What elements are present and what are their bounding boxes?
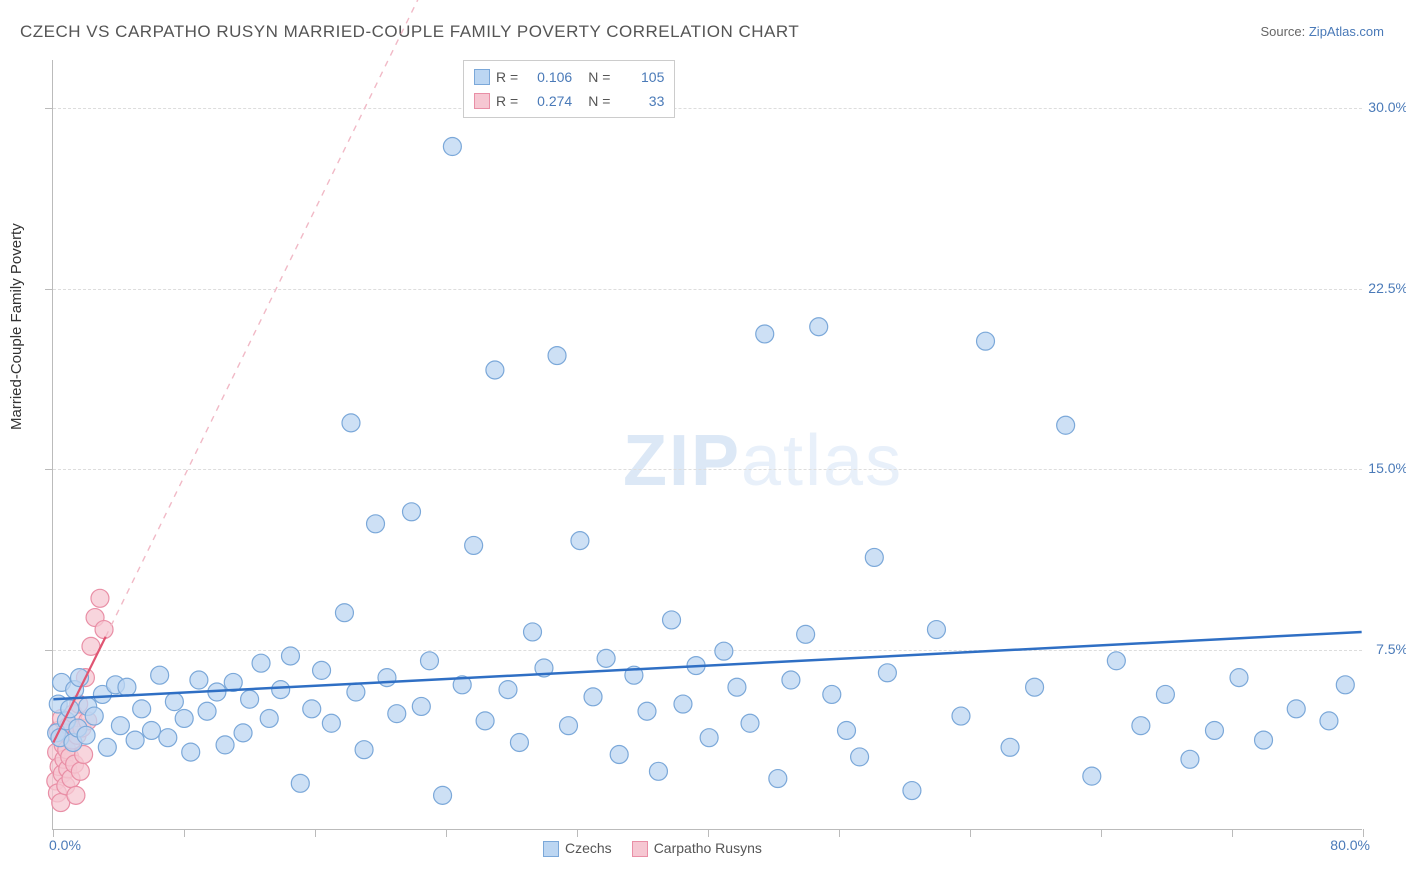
source-attribution: Source: ZipAtlas.com bbox=[1260, 24, 1384, 39]
legend-row-rusyns: R = 0.274 N = 33 bbox=[474, 89, 664, 113]
n-label: N = bbox=[588, 93, 610, 109]
y-tick-label: 15.0% bbox=[1368, 460, 1406, 476]
r-value-rusyns: 0.274 bbox=[524, 93, 572, 109]
correlation-legend: R = 0.106 N = 105 R = 0.274 N = 33 bbox=[463, 60, 675, 118]
x-axis-min-label: 0.0% bbox=[49, 837, 81, 853]
chart-title: CZECH VS CARPATHO RUSYN MARRIED-COUPLE F… bbox=[20, 22, 799, 42]
n-value-rusyns: 33 bbox=[616, 93, 664, 109]
scatter-svg bbox=[53, 60, 1362, 829]
source-prefix: Source: bbox=[1260, 24, 1308, 39]
y-axis-label: Married-Couple Family Poverty bbox=[8, 223, 25, 430]
source-link[interactable]: ZipAtlas.com bbox=[1309, 24, 1384, 39]
legend-swatch-czechs bbox=[543, 841, 559, 857]
r-label: R = bbox=[496, 93, 518, 109]
legend-swatch-czechs bbox=[474, 69, 490, 85]
n-value-czechs: 105 bbox=[616, 69, 664, 85]
chart-container: CZECH VS CARPATHO RUSYN MARRIED-COUPLE F… bbox=[0, 0, 1406, 892]
legend-row-czechs: R = 0.106 N = 105 bbox=[474, 65, 664, 89]
y-tick-label: 30.0% bbox=[1368, 99, 1406, 115]
r-label: R = bbox=[496, 69, 518, 85]
legend-label-czechs: Czechs bbox=[565, 840, 612, 856]
y-tick-label: 7.5% bbox=[1376, 641, 1406, 657]
r-value-czechs: 0.106 bbox=[524, 69, 572, 85]
legend-swatch-rusyns bbox=[474, 93, 490, 109]
plot-area: ZIPatlas 7.5%15.0%22.5%30.0% 0.0% 80.0% … bbox=[52, 60, 1362, 830]
legend-label-rusyns: Carpatho Rusyns bbox=[654, 840, 762, 856]
x-axis-max-label: 80.0% bbox=[1330, 837, 1370, 853]
legend-item-rusyns: Carpatho Rusyns bbox=[632, 840, 762, 857]
n-label: N = bbox=[588, 69, 610, 85]
legend-swatch-rusyns bbox=[632, 841, 648, 857]
series-legend: Czechs Carpatho Rusyns bbox=[543, 840, 762, 857]
y-tick-label: 22.5% bbox=[1368, 280, 1406, 296]
legend-item-czechs: Czechs bbox=[543, 840, 612, 857]
